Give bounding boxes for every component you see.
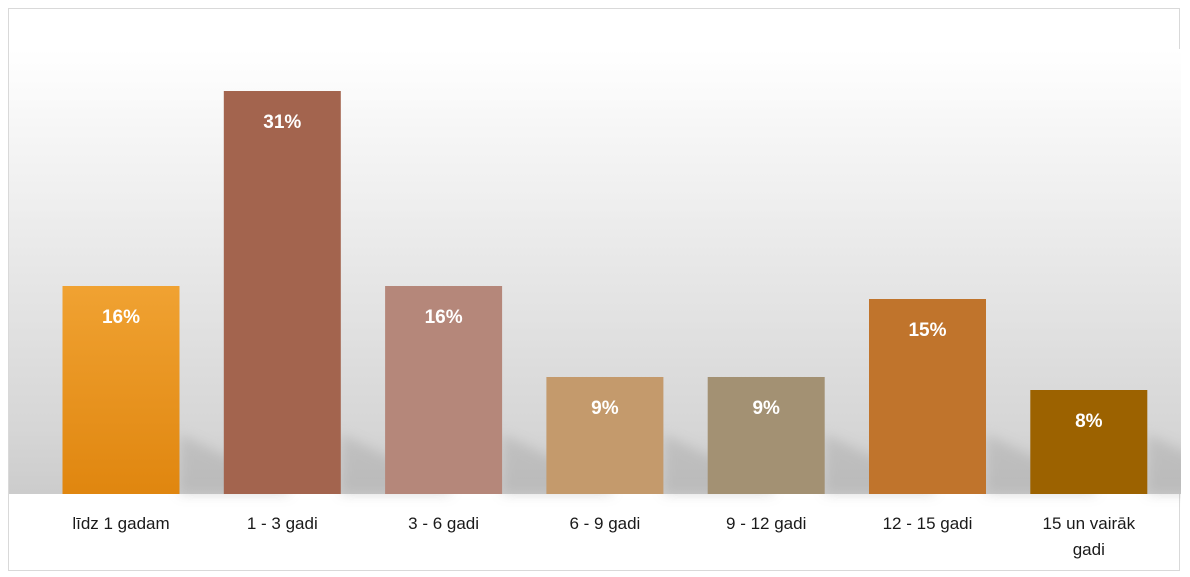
data-label: 8% xyxy=(1075,411,1103,432)
bar xyxy=(385,286,503,494)
bar-shadow xyxy=(1147,434,1181,494)
chart-frame: 16% 31% 16% 9% 9% 15% 8% līdz 1 gadam 1 - 3 gad… xyxy=(8,8,1181,571)
category-labels: līdz 1 gadam 1 - 3 gadi 3 - 6 gadi 6 - 9 ga… xyxy=(72,514,1135,559)
data-labels: 16% 31% 16% 9% 9% 15% 8% xyxy=(102,112,1103,432)
category-label: gadi xyxy=(1073,540,1105,559)
data-label: 9% xyxy=(591,398,619,419)
data-label: 16% xyxy=(102,307,140,328)
data-label: 16% xyxy=(425,307,463,328)
bar xyxy=(223,91,341,494)
bar-chart: 16% 31% 16% 9% 9% 15% 8% līdz 1 gadam 1 - 3 gad… xyxy=(9,49,1181,559)
data-label: 31% xyxy=(263,112,301,133)
category-label: 3 - 6 gadi xyxy=(408,514,479,533)
bar xyxy=(1030,390,1148,494)
category-label: 1 - 3 gadi xyxy=(247,514,318,533)
category-label: 12 - 15 gadi xyxy=(883,514,973,533)
data-label: 15% xyxy=(908,320,946,341)
category-label: 9 - 12 gadi xyxy=(726,514,806,533)
bar xyxy=(869,299,986,494)
data-label: 9% xyxy=(752,398,780,419)
category-label: 15 un vairāk xyxy=(1042,514,1135,533)
category-label: līdz 1 gadam xyxy=(72,514,169,533)
bar xyxy=(546,377,664,494)
category-label: 6 - 9 gadi xyxy=(569,514,640,533)
bars xyxy=(62,91,1148,494)
bar xyxy=(707,377,825,494)
bar xyxy=(62,286,180,494)
